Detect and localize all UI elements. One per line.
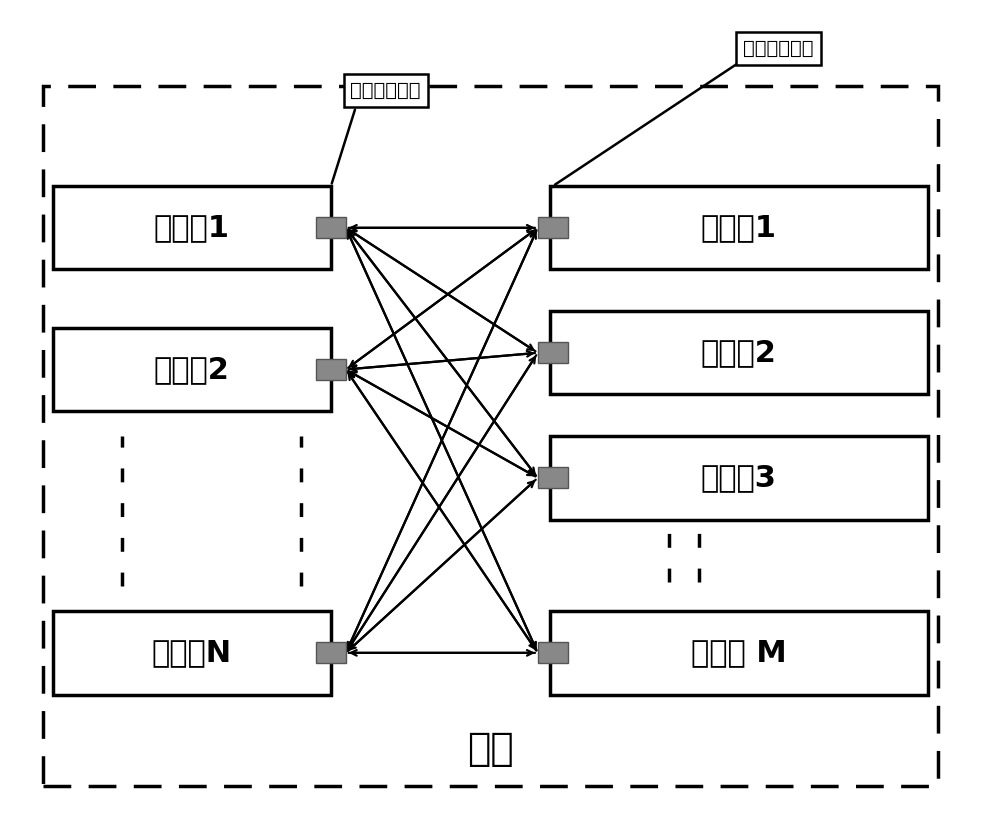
Bar: [550, 436, 928, 519]
Text: 背板: 背板: [467, 730, 513, 768]
Bar: [316, 643, 346, 664]
Bar: [53, 186, 331, 269]
Text: 交换盘2: 交换盘2: [701, 338, 777, 367]
Text: 业务盘2: 业务盘2: [154, 355, 230, 384]
Bar: [538, 217, 568, 238]
Bar: [53, 611, 331, 695]
Text: 交换盘3: 交换盘3: [701, 463, 777, 492]
Bar: [53, 328, 331, 411]
Bar: [538, 467, 568, 488]
Text: 交换盘1: 交换盘1: [701, 213, 777, 242]
Bar: [538, 643, 568, 664]
Bar: [550, 611, 928, 695]
Text: 业务盘N: 业务盘N: [152, 638, 232, 667]
Bar: [43, 86, 938, 786]
Bar: [550, 186, 928, 269]
Text: 交换盘 M: 交换盘 M: [691, 638, 787, 667]
Bar: [316, 217, 346, 238]
Bar: [538, 342, 568, 363]
Text: 业务盘1: 业务盘1: [154, 213, 230, 242]
Bar: [316, 359, 346, 380]
Text: 交换盘连接器: 交换盘连接器: [743, 39, 814, 58]
Bar: [550, 311, 928, 394]
Text: 业务盘连接器: 业务盘连接器: [350, 81, 421, 100]
